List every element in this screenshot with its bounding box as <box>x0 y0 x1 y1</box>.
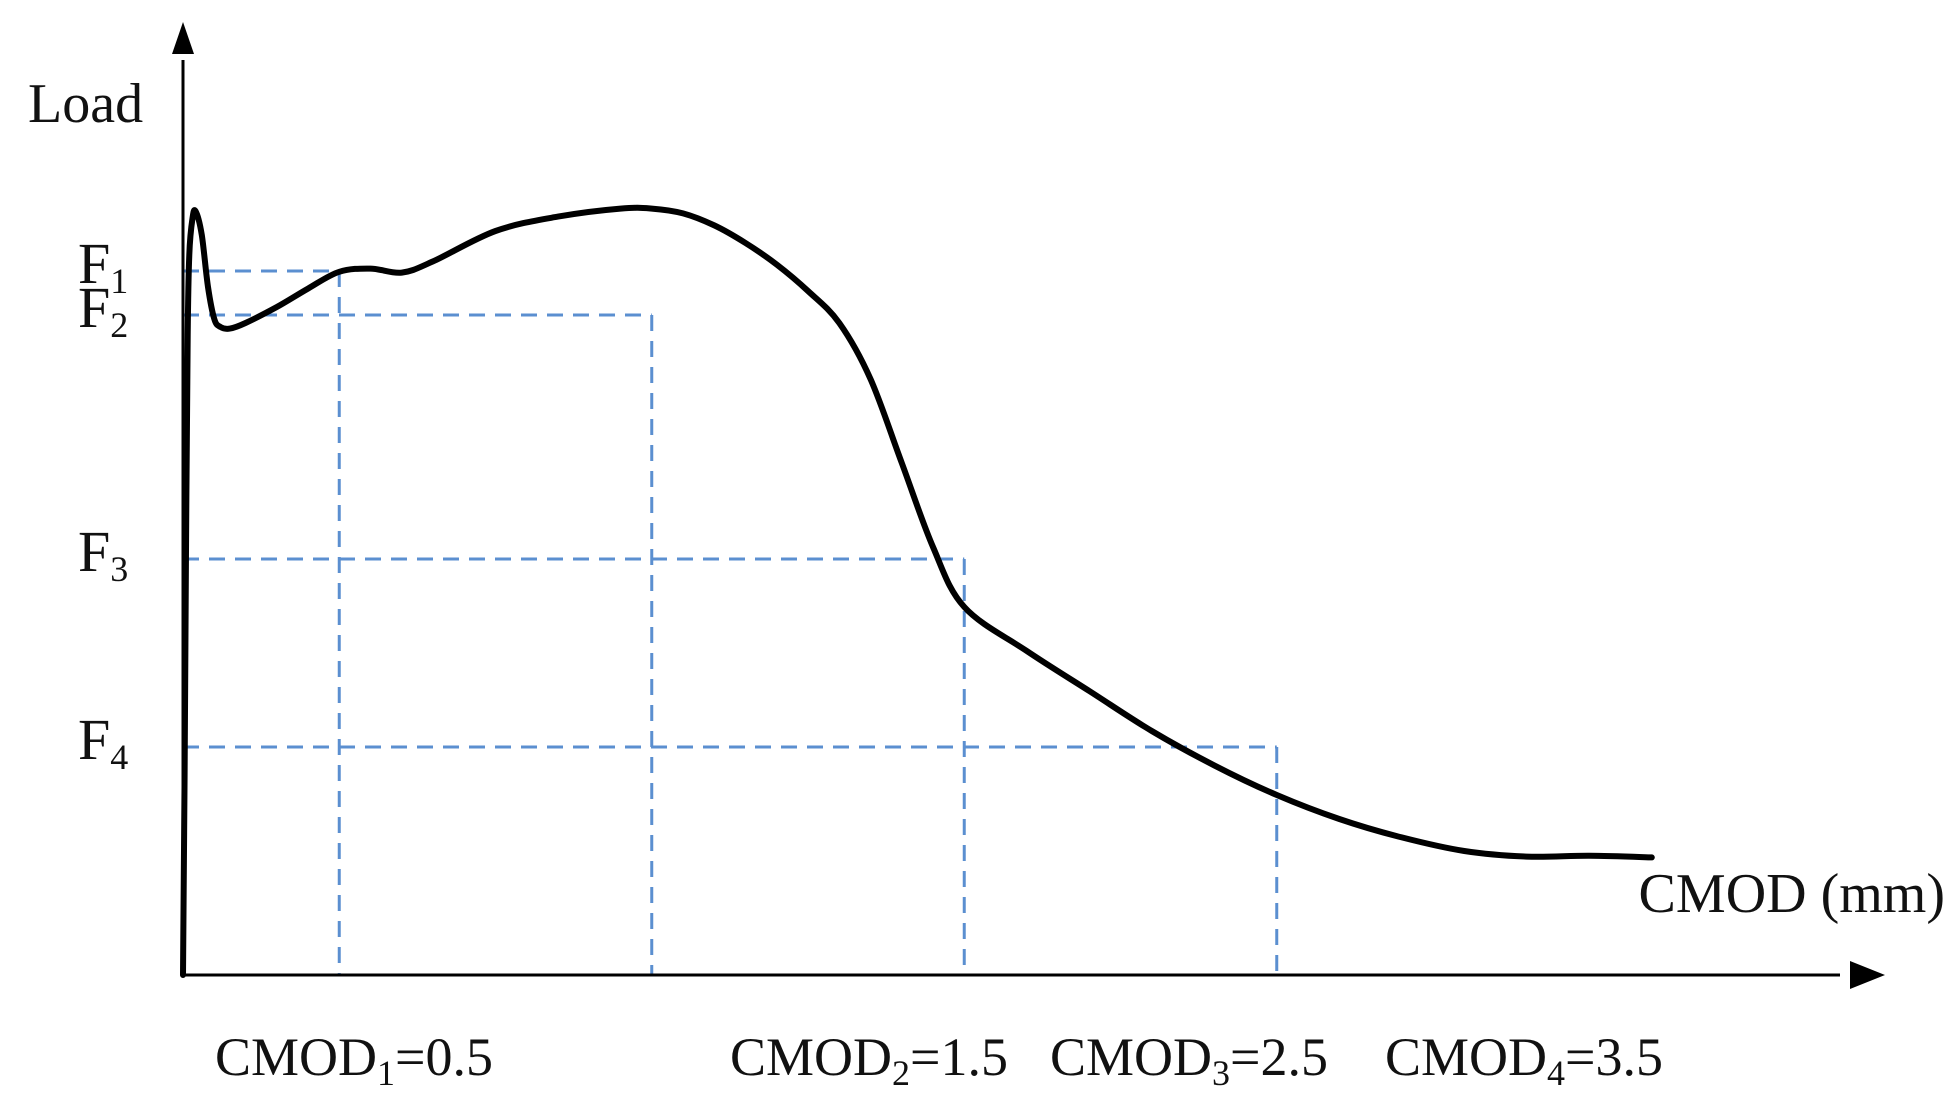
y-axis-title: Load <box>28 73 143 135</box>
x-axis-arrow <box>1850 961 1885 989</box>
label-f3: F3 <box>78 519 128 589</box>
y-axis-arrow <box>172 22 194 54</box>
label-cmod2: CMOD2=1.5 <box>730 1027 1008 1093</box>
load-curve <box>180 204 1655 978</box>
reference-guide-lines <box>183 269 1279 975</box>
label-cmod3: CMOD3=2.5 <box>1050 1027 1328 1093</box>
label-cmod4: CMOD4=3.5 <box>1385 1027 1663 1093</box>
label-f4: F4 <box>78 707 128 777</box>
x-axis-title: CMOD (mm) <box>1639 863 1945 925</box>
label-f1: F1 <box>78 231 128 301</box>
cmod-labels: CMOD1=0.5 CMOD2=1.5 CMOD3=2.5 CMOD4=3.5 <box>215 1027 1663 1093</box>
label-cmod1: CMOD1=0.5 <box>215 1027 493 1093</box>
label-f2: F2 <box>78 275 128 345</box>
